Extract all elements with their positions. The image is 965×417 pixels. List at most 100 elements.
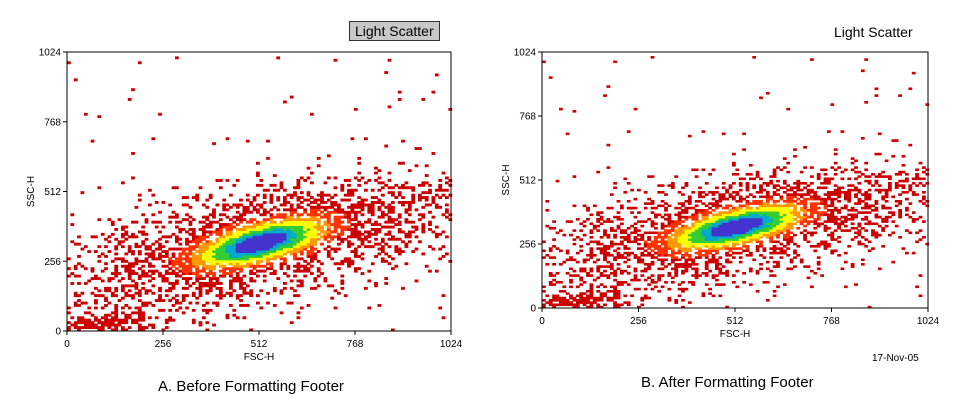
- density-cell: [151, 193, 156, 197]
- density-cell: [370, 213, 375, 217]
- density-cell: [171, 215, 176, 219]
- density-cell: [239, 252, 243, 256]
- density-cell: [208, 308, 213, 312]
- density-cell: [198, 323, 203, 327]
- density-cell: [289, 232, 294, 236]
- density-cell: [229, 257, 233, 261]
- density-cell: [434, 232, 439, 236]
- density-cell: [198, 286, 203, 290]
- density-cell: [218, 264, 223, 268]
- density-cell: [208, 242, 213, 246]
- density-cell: [232, 235, 237, 239]
- density-cell: [347, 257, 351, 261]
- density-cell: [181, 264, 186, 268]
- density-cell: [198, 282, 203, 285]
- density-cell: [326, 252, 331, 256]
- density-cell: [127, 264, 132, 268]
- density-cell: [229, 304, 233, 307]
- density-cell: [121, 284, 125, 288]
- density-cell: [245, 247, 250, 251]
- density-cell: [242, 304, 247, 307]
- density-cell: [347, 191, 351, 195]
- density-cell: [141, 230, 146, 234]
- density-cell: [266, 245, 270, 249]
- density-cell: [127, 269, 132, 273]
- density-cell: [283, 188, 287, 192]
- density-cell: [161, 255, 166, 258]
- density-cell: [208, 240, 213, 244]
- density-cell: [313, 201, 318, 204]
- density-cell: [195, 257, 200, 261]
- density-cell: [272, 188, 277, 192]
- density-cell: [421, 181, 426, 185]
- density-cell: [377, 205, 382, 209]
- density-cell: [218, 257, 223, 261]
- density-cell: [164, 269, 169, 273]
- density-cell: [269, 228, 274, 231]
- density-cell: [195, 235, 200, 239]
- density-cell: [208, 220, 213, 224]
- density-cell: [256, 250, 260, 253]
- density-cell: [164, 277, 169, 280]
- density-cell: [320, 225, 324, 229]
- density-cell: [205, 255, 210, 258]
- x-axis-label: FSC-H: [244, 352, 275, 363]
- density-cell: [438, 196, 443, 199]
- density-cell: [195, 262, 200, 266]
- density-cell: [289, 218, 294, 222]
- density-cell: [144, 272, 149, 275]
- density-cell: [320, 201, 324, 204]
- density-cell: [154, 225, 159, 229]
- density-cell: [391, 237, 395, 241]
- density-cell: [104, 323, 108, 327]
- density-cell: [428, 183, 432, 187]
- density-cell: [181, 250, 186, 253]
- density-cell: [94, 318, 98, 322]
- density-cell: [431, 152, 436, 155]
- density-cell: [289, 321, 294, 325]
- density-cell: [404, 245, 409, 249]
- density-cell: [333, 250, 338, 253]
- density-cell: [185, 252, 189, 256]
- x-tick-label: 512: [251, 339, 268, 350]
- density-cell: [222, 245, 227, 249]
- density-cell: [276, 228, 281, 231]
- density-cell: [198, 247, 203, 251]
- density-cell: [414, 225, 419, 229]
- density-cell: [367, 179, 372, 182]
- density-cell: [239, 228, 243, 231]
- density-cell: [114, 323, 119, 327]
- density-cell: [161, 201, 166, 204]
- density-cell: [313, 279, 318, 283]
- density-cell: [384, 252, 389, 256]
- density-cell: [259, 235, 264, 239]
- density-cell: [131, 294, 135, 298]
- density-cell: [347, 242, 351, 246]
- density-cell: [110, 291, 115, 295]
- density-cell: [225, 237, 230, 241]
- density-cell: [232, 279, 237, 283]
- density-cell: [239, 304, 243, 307]
- density-cell: [387, 208, 392, 212]
- density-cell: [326, 230, 331, 234]
- density-cell: [259, 247, 264, 251]
- density-cell: [326, 235, 331, 239]
- density-cell: [181, 311, 186, 315]
- density-cell: [134, 291, 139, 295]
- density-cell: [323, 277, 328, 280]
- density-cell: [252, 225, 257, 229]
- density-cell: [333, 210, 338, 214]
- density-cell: [323, 220, 328, 224]
- density-cell: [245, 225, 250, 229]
- density-cell: [333, 193, 338, 197]
- density-cell: [293, 186, 297, 190]
- density-cell: [256, 301, 260, 305]
- density-cell: [87, 321, 92, 325]
- density-cell: [272, 269, 277, 273]
- density-cell: [357, 230, 362, 234]
- density-cell: [148, 252, 152, 256]
- density-cell: [259, 269, 264, 273]
- density-cell: [283, 203, 287, 207]
- density-cell: [337, 242, 341, 246]
- density-cell: [218, 296, 223, 300]
